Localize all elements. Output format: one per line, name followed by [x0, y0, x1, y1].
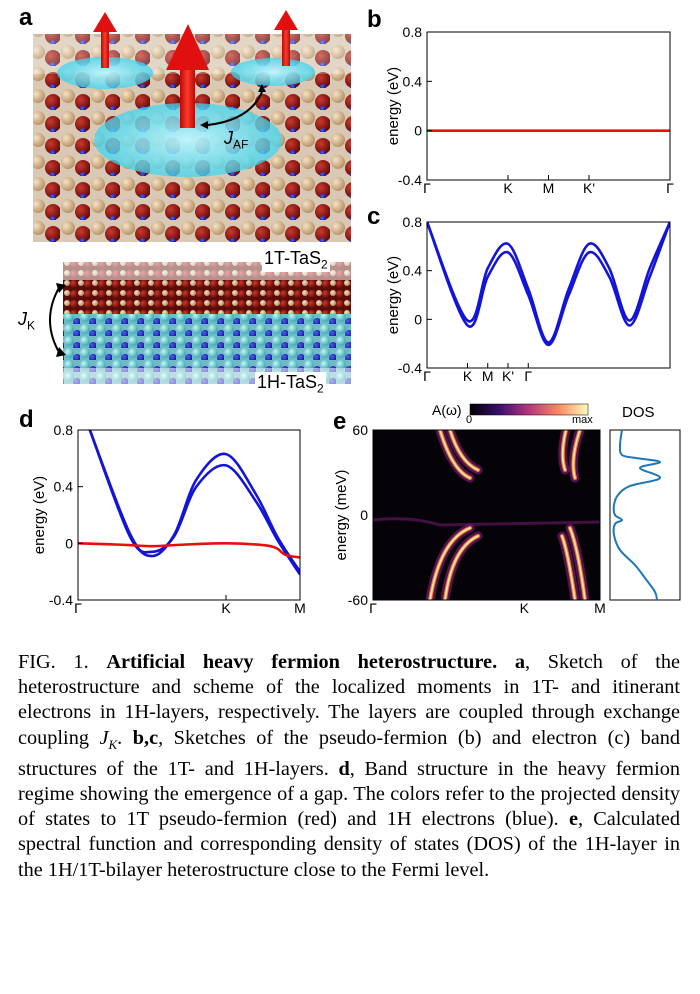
chart-e-xtick-label: Γ: [369, 600, 377, 616]
chart-d-ytick-label: -0.4: [49, 592, 73, 608]
chart-e-ytick-label: -60: [348, 592, 368, 608]
jk-double-arrow-icon: [49, 285, 61, 355]
chart-e-spectral-band: [444, 535, 479, 600]
kondo-cloud-center: [94, 103, 282, 177]
chart-c-ylabel: energy (eV): [385, 256, 402, 334]
chart-d-series-line: [88, 430, 300, 576]
chart-e-spectral-band: [572, 430, 581, 479]
chart-d-xtick-label: Γ: [74, 600, 82, 616]
chart-c-series-line: [427, 222, 670, 344]
chart-d-ytick-label: 0.4: [54, 479, 74, 495]
chart-c-series-line: [427, 222, 670, 347]
layer-1h-label: 1H-TaS2: [255, 372, 326, 396]
chart-d-ytick-label: 0: [65, 535, 73, 551]
chart-b-xtick-label: Γ: [423, 180, 431, 196]
chart-d-xtick-label: K: [221, 600, 231, 616]
chart-d-series-line: [78, 542, 300, 559]
chart-e-xtick-label: K: [520, 600, 530, 616]
chart-b-xtick-label: K: [503, 180, 513, 196]
panel-a-letter: a: [19, 4, 33, 31]
chart-e-spectral-band: [449, 430, 479, 471]
chart-c-ytick-label: 0.8: [403, 214, 423, 230]
spin-arrow-center-icon: [166, 24, 209, 128]
chart-e-xtick-label: M: [594, 600, 606, 616]
dos-curve: [612, 429, 662, 601]
chart-e-spectral-band: [439, 430, 471, 479]
chart-c-xtick-label: K': [502, 368, 514, 384]
chart-c-ytick-label: 0: [414, 311, 422, 327]
chart-e-spectral-band: [561, 535, 576, 600]
chart-c-xtick-label: K: [463, 368, 473, 384]
panel-c-letter: c: [367, 203, 381, 230]
chart-c-ytick-label: 0.4: [403, 263, 423, 279]
chart-e-ylabel: energy (meV): [333, 470, 350, 561]
chart-c-frame: [426, 221, 671, 369]
chart-d-frame: [77, 429, 301, 601]
chart-e-spectral-band: [429, 527, 471, 600]
chart-b-frame: [426, 31, 671, 181]
chart-b-xtick-label: Γ: [666, 180, 674, 196]
jaf-label: JAF: [224, 128, 249, 152]
chart-b-ytick-label: 0: [414, 123, 422, 139]
colorbar: [469, 403, 589, 416]
jaf-curved-arrow-icon: [207, 91, 263, 126]
layer-1t-label: 1T-TaS2: [262, 248, 330, 272]
chart-e-spectral-band: [569, 527, 586, 600]
colorbar-max-label: max: [572, 414, 593, 426]
panel-b-letter: b: [367, 6, 382, 33]
colorbar-min-label: 0: [466, 414, 473, 426]
spin-arrow-left-icon: [93, 12, 117, 68]
chart-b-ytick-label: 0.4: [403, 73, 423, 89]
chart-e-spectral-band: [561, 430, 567, 471]
chart-c-xtick-label: M: [482, 368, 494, 384]
chart-d-ylabel: energy (eV): [31, 476, 48, 554]
chart-e-flat-band: [373, 517, 600, 527]
chart-c-ytick-label: -0.4: [398, 360, 422, 376]
panel-d-letter: d: [19, 406, 34, 433]
chart-e-frame: [372, 429, 601, 601]
jk-label: JK: [18, 309, 36, 333]
chart-b-ytick-label: -0.4: [398, 172, 422, 188]
chart-b-ylabel: energy (eV): [385, 67, 402, 145]
chart-b-ytick-label: 0.8: [403, 24, 423, 40]
chart-e-ytick-label: 60: [352, 422, 368, 438]
chart-b-xtick-label: M: [543, 180, 555, 196]
dos-label: DOS: [622, 404, 655, 421]
chart-d-xtick-label: M: [294, 600, 306, 616]
figure-caption: FIG. 1. Artificial heavy fermion heteros…: [18, 651, 680, 881]
chart-d-series-line: [88, 430, 300, 573]
chart-e-ytick-label: 0: [360, 507, 368, 523]
chart-c-xtick-label: Γ: [423, 368, 431, 384]
chart-d-ytick-label: 0.8: [54, 422, 74, 438]
caption-title: Artificial heavy fermion heterostructure…: [106, 651, 498, 673]
chart-c-xtick-label: Γ: [524, 368, 532, 384]
colorbar-title: A(ω): [432, 402, 462, 418]
spin-arrow-right-icon: [274, 10, 298, 66]
kondo-cloud-right: [231, 58, 315, 86]
kondo-cloud-left: [57, 57, 153, 89]
chart-b-xtick-label: K': [583, 180, 595, 196]
panel-e-letter: e: [333, 408, 347, 435]
dos-frame: [609, 429, 681, 601]
